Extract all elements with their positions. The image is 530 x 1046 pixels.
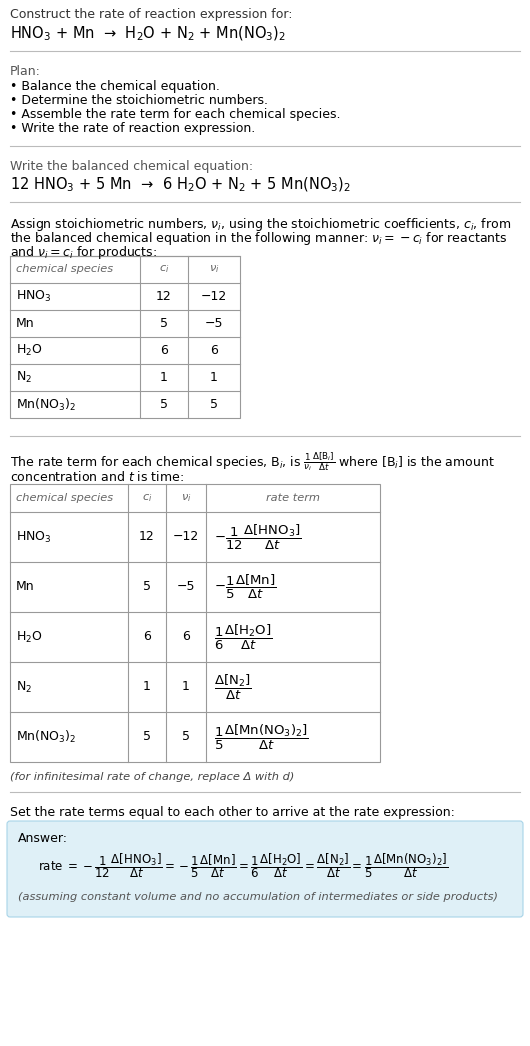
Text: chemical species: chemical species	[16, 265, 113, 274]
Text: 1: 1	[182, 681, 190, 693]
Text: (assuming constant volume and no accumulation of intermediates or side products): (assuming constant volume and no accumul…	[18, 892, 498, 902]
Text: H$_2$O: H$_2$O	[16, 630, 42, 644]
Text: • Balance the chemical equation.: • Balance the chemical equation.	[10, 79, 220, 93]
Text: 5: 5	[182, 730, 190, 744]
Text: 5: 5	[143, 581, 151, 593]
Text: N$_2$: N$_2$	[16, 370, 32, 385]
Text: 6: 6	[160, 344, 168, 357]
Text: Mn(NO$_3$)$_2$: Mn(NO$_3$)$_2$	[16, 729, 76, 745]
Text: 1: 1	[210, 371, 218, 384]
Text: Construct the rate of reaction expression for:: Construct the rate of reaction expressio…	[10, 8, 293, 21]
Text: $\nu_i$: $\nu_i$	[209, 264, 219, 275]
Text: 1: 1	[143, 681, 151, 693]
Text: The rate term for each chemical species, B$_i$, is $\frac{1}{\nu_i}\frac{\Delta[: The rate term for each chemical species,…	[10, 450, 495, 473]
Bar	[10, 484, 380, 761]
Text: Mn: Mn	[16, 317, 34, 329]
Bar	[10, 256, 240, 418]
FancyBboxPatch shape	[7, 821, 523, 917]
Text: $c_i$: $c_i$	[142, 492, 152, 504]
Text: rate term: rate term	[266, 493, 320, 503]
Text: 1: 1	[160, 371, 168, 384]
Text: Mn(NO$_3$)$_2$: Mn(NO$_3$)$_2$	[16, 396, 76, 412]
Text: $-\dfrac{1}{5}\dfrac{\Delta[\mathrm{Mn}]}{\Delta t}$: $-\dfrac{1}{5}\dfrac{\Delta[\mathrm{Mn}]…	[214, 573, 277, 601]
Text: rate $= -\dfrac{1}{12}\dfrac{\Delta[\mathrm{HNO_3}]}{\Delta t} = -\dfrac{1}{5}\d: rate $= -\dfrac{1}{12}\dfrac{\Delta[\mat…	[38, 851, 448, 881]
Text: 5: 5	[210, 397, 218, 411]
Text: −5: −5	[176, 581, 195, 593]
Text: Write the balanced chemical equation:: Write the balanced chemical equation:	[10, 160, 253, 173]
Text: Plan:: Plan:	[10, 65, 41, 78]
Text: • Write the rate of reaction expression.: • Write the rate of reaction expression.	[10, 122, 255, 135]
Text: $\dfrac{1}{5}\dfrac{\Delta[\mathrm{Mn(NO_3)_2}]}{\Delta t}$: $\dfrac{1}{5}\dfrac{\Delta[\mathrm{Mn(NO…	[214, 723, 309, 752]
Text: Assign stoichiometric numbers, $\nu_i$, using the stoichiometric coefficients, $: Assign stoichiometric numbers, $\nu_i$, …	[10, 217, 511, 233]
Text: 6: 6	[143, 631, 151, 643]
Text: −12: −12	[173, 530, 199, 544]
Text: $\dfrac{\Delta[\mathrm{N_2}]}{\Delta t}$: $\dfrac{\Delta[\mathrm{N_2}]}{\Delta t}$	[214, 673, 252, 702]
Text: the balanced chemical equation in the following manner: $\nu_i = -c_i$ for react: the balanced chemical equation in the fo…	[10, 230, 508, 247]
Text: HNO$_3$: HNO$_3$	[16, 289, 51, 304]
Text: 5: 5	[160, 317, 168, 329]
Text: −12: −12	[201, 290, 227, 303]
Text: N$_2$: N$_2$	[16, 680, 32, 695]
Text: $-\dfrac{1}{12}\dfrac{\Delta[\mathrm{HNO_3}]}{\Delta t}$: $-\dfrac{1}{12}\dfrac{\Delta[\mathrm{HNO…	[214, 522, 302, 551]
Text: Set the rate terms equal to each other to arrive at the rate expression:: Set the rate terms equal to each other t…	[10, 806, 455, 819]
Text: Mn: Mn	[16, 581, 34, 593]
Text: $\dfrac{1}{6}\dfrac{\Delta[\mathrm{H_2O}]}{\Delta t}$: $\dfrac{1}{6}\dfrac{\Delta[\mathrm{H_2O}…	[214, 622, 272, 652]
Text: chemical species: chemical species	[16, 493, 113, 503]
Text: (for infinitesimal rate of change, replace Δ with d): (for infinitesimal rate of change, repla…	[10, 772, 294, 782]
Text: 12: 12	[139, 530, 155, 544]
Text: 5: 5	[143, 730, 151, 744]
Text: H$_2$O: H$_2$O	[16, 343, 42, 358]
Text: Answer:: Answer:	[18, 832, 68, 845]
Text: and $\nu_i = c_i$ for products:: and $\nu_i = c_i$ for products:	[10, 244, 157, 262]
Text: HNO$_3$: HNO$_3$	[16, 529, 51, 545]
Text: • Assemble the rate term for each chemical species.: • Assemble the rate term for each chemic…	[10, 108, 340, 121]
Text: 12 HNO$_3$ + 5 Mn  →  6 H$_2$O + N$_2$ + 5 Mn(NO$_3$)$_2$: 12 HNO$_3$ + 5 Mn → 6 H$_2$O + N$_2$ + 5…	[10, 176, 351, 195]
Text: 6: 6	[182, 631, 190, 643]
Text: $\nu_i$: $\nu_i$	[181, 492, 191, 504]
Text: −5: −5	[205, 317, 223, 329]
Text: • Determine the stoichiometric numbers.: • Determine the stoichiometric numbers.	[10, 94, 268, 107]
Text: 5: 5	[160, 397, 168, 411]
Text: HNO$_3$ + Mn  →  H$_2$O + N$_2$ + Mn(NO$_3$)$_2$: HNO$_3$ + Mn → H$_2$O + N$_2$ + Mn(NO$_3…	[10, 25, 286, 43]
Text: concentration and $t$ is time:: concentration and $t$ is time:	[10, 470, 184, 484]
Text: 6: 6	[210, 344, 218, 357]
Text: 12: 12	[156, 290, 172, 303]
Text: $c_i$: $c_i$	[159, 264, 169, 275]
